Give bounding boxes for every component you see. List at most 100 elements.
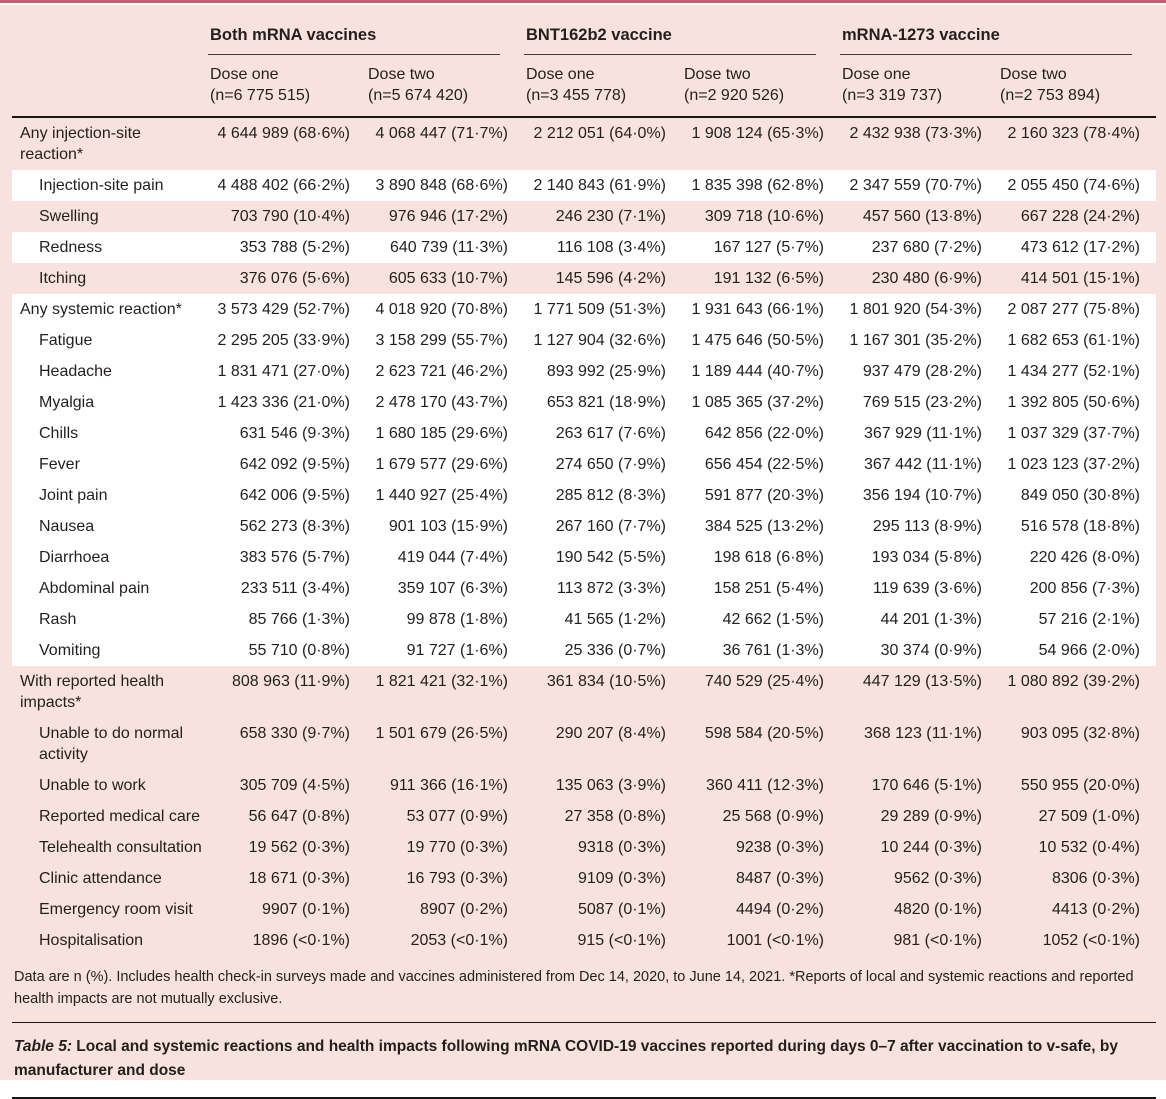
row-value: 4413 (0·2%) bbox=[1051, 901, 1140, 918]
row-value: 3 158 299 (55·7%) bbox=[375, 332, 508, 349]
row-value: 8306 (0·3%) bbox=[1051, 870, 1140, 887]
row-value: 4 644 989 (68·6%) bbox=[217, 125, 350, 142]
row-value: 170 646 (5·1%) bbox=[871, 777, 982, 794]
row-label: Joint pain bbox=[39, 487, 108, 504]
row-value: 135 063 (3·9%) bbox=[555, 777, 666, 794]
column-header-bnt-dose2: Dose two (n=2 920 526) bbox=[682, 55, 840, 116]
row-value: 193 034 (5·8%) bbox=[871, 549, 982, 566]
row-value: 740 529 (25·4%) bbox=[704, 673, 824, 690]
row-value: 703 790 (10·4%) bbox=[230, 208, 350, 225]
row-value: 41 565 (1·2%) bbox=[564, 611, 666, 628]
row-value: 57 216 (2·1%) bbox=[1038, 611, 1140, 628]
row-label: Injection-site pain bbox=[39, 177, 164, 194]
row-value: 1 680 185 (29·6%) bbox=[375, 425, 508, 442]
row-value: 1 908 124 (65·3%) bbox=[691, 125, 824, 142]
row-value: 5087 (0·1%) bbox=[577, 901, 666, 918]
row-value: 16 793 (0·3%) bbox=[406, 870, 508, 887]
table-row: Clinic attendance 18 671 (0·3%) 16 793 (… bbox=[12, 863, 1156, 894]
row-value: 230 480 (6·9%) bbox=[871, 270, 982, 287]
row-value: 1052 (<0·1%) bbox=[1042, 932, 1140, 949]
row-value: 642 006 (9·5%) bbox=[239, 487, 350, 504]
row-value: 1 440 927 (25·4%) bbox=[375, 487, 508, 504]
n-label: (n=3 319 737) bbox=[842, 87, 943, 104]
table-row: Telehealth consultation 19 562 (0·3%) 19… bbox=[12, 832, 1156, 863]
dose-label: Dose two bbox=[1000, 66, 1067, 83]
table-row: Any systemic reaction* 3 573 429 (52·7%)… bbox=[12, 294, 1156, 325]
row-value: 2 212 051 (64·0%) bbox=[533, 125, 666, 142]
table-row: Redness 353 788 (5·2%) 640 739 (11·3%) 1… bbox=[12, 232, 1156, 263]
row-value: 1 771 509 (51·3%) bbox=[533, 301, 666, 318]
row-value: 267 160 (7·7%) bbox=[555, 518, 666, 535]
row-value: 99 878 (1·8%) bbox=[406, 611, 508, 628]
row-label: Reported medical care bbox=[39, 808, 200, 825]
row-value: 4 488 402 (66·2%) bbox=[217, 177, 350, 194]
row-value: 53 077 (0·9%) bbox=[406, 808, 508, 825]
table-row: Myalgia 1 423 336 (21·0%) 2 478 170 (43·… bbox=[12, 387, 1156, 418]
table-row: Swelling 703 790 (10·4%) 976 946 (17·2%)… bbox=[12, 201, 1156, 232]
row-label: Telehealth consultation bbox=[39, 839, 202, 856]
row-value: 27 358 (0·8%) bbox=[564, 808, 666, 825]
row-value: 36 761 (1·3%) bbox=[722, 642, 824, 659]
row-value: 2 295 205 (33·9%) bbox=[217, 332, 350, 349]
row-value: 1 679 577 (29·6%) bbox=[375, 456, 508, 473]
row-value: 19 770 (0·3%) bbox=[406, 839, 508, 856]
dose-header-row: Dose one (n=6 775 515) Dose two (n=5 674… bbox=[12, 55, 1156, 118]
row-value: 447 129 (13·5%) bbox=[862, 673, 982, 690]
row-label: Swelling bbox=[39, 208, 99, 225]
row-value: 1 831 471 (27·0%) bbox=[217, 363, 350, 380]
table-row: Hospitalisation 1896 (<0·1%) 2053 (<0·1%… bbox=[12, 925, 1156, 956]
row-value: 937 479 (28·2%) bbox=[862, 363, 982, 380]
table-row: Vomiting 55 710 (0·8%) 91 727 (1·6%) 25 … bbox=[12, 635, 1156, 666]
caption-text: Local and systemic reactions and health … bbox=[14, 1038, 1118, 1079]
table-row: Rash 85 766 (1·3%) 99 878 (1·8%) 41 565 … bbox=[12, 604, 1156, 635]
row-value: 605 633 (10·7%) bbox=[388, 270, 508, 287]
row-value: 1 821 421 (32·1%) bbox=[375, 673, 508, 690]
group-header-both-mrna: Both mRNA vaccines bbox=[208, 25, 500, 55]
table-row: Fever 642 092 (9·5%) 1 679 577 (29·6%) 2… bbox=[12, 449, 1156, 480]
row-value: 353 788 (5·2%) bbox=[239, 239, 350, 256]
dose-label: Dose two bbox=[368, 66, 435, 83]
table-row: Fatigue 2 295 205 (33·9%) 3 158 299 (55·… bbox=[12, 325, 1156, 356]
table-row: Injection-site pain 4 488 402 (66·2%) 3 … bbox=[12, 170, 1156, 201]
row-value: 237 680 (7·2%) bbox=[871, 239, 982, 256]
row-value: 642 856 (22·0%) bbox=[704, 425, 824, 442]
row-value: 769 515 (23·2%) bbox=[862, 394, 982, 411]
row-value: 190 542 (5·5%) bbox=[555, 549, 666, 566]
row-value: 200 856 (7·3%) bbox=[1029, 580, 1140, 597]
row-value: 1 392 805 (50·6%) bbox=[1007, 394, 1140, 411]
row-value: 1 423 336 (21·0%) bbox=[217, 394, 350, 411]
dose-label: Dose two bbox=[684, 66, 751, 83]
row-value: 3 890 848 (68·6%) bbox=[375, 177, 508, 194]
row-label: Rash bbox=[39, 611, 77, 628]
row-value: 85 766 (1·3%) bbox=[248, 611, 350, 628]
row-value: 361 834 (10·5%) bbox=[546, 673, 666, 690]
row-value: 1 080 892 (39·2%) bbox=[1007, 673, 1140, 690]
row-label: Emergency room visit bbox=[39, 901, 193, 918]
n-label: (n=3 455 778) bbox=[526, 87, 627, 104]
row-label: With reported health impacts* bbox=[20, 673, 165, 711]
column-header-both-dose1: Dose one (n=6 775 515) bbox=[208, 55, 366, 116]
row-value: 384 525 (13·2%) bbox=[704, 518, 824, 535]
row-value: 457 560 (13·8%) bbox=[862, 208, 982, 225]
row-value: 1 127 904 (32·6%) bbox=[533, 332, 666, 349]
row-label: Fatigue bbox=[39, 332, 93, 349]
table-caption: Table 5: Local and systemic reactions an… bbox=[12, 1023, 1156, 1099]
row-value: 2 140 843 (61·9%) bbox=[533, 177, 666, 194]
row-value: 376 076 (5·6%) bbox=[239, 270, 350, 287]
row-value: 901 103 (15·9%) bbox=[388, 518, 508, 535]
row-value: 2 160 323 (78·4%) bbox=[1007, 125, 1140, 142]
row-value: 2 087 277 (75·8%) bbox=[1007, 301, 1140, 318]
row-value: 309 718 (10·6%) bbox=[704, 208, 824, 225]
group-label: BNT162b2 vaccine bbox=[526, 26, 672, 44]
row-value: 263 617 (7·6%) bbox=[555, 425, 666, 442]
row-value: 1 167 301 (35·2%) bbox=[849, 332, 982, 349]
row-value: 25 568 (0·9%) bbox=[722, 808, 824, 825]
table-body: Any injection-site reaction* 4 644 989 (… bbox=[12, 118, 1156, 956]
row-value: 667 228 (24·2%) bbox=[1020, 208, 1140, 225]
row-value: 367 929 (11·1%) bbox=[864, 425, 982, 442]
row-value: 1 475 646 (50·5%) bbox=[691, 332, 824, 349]
row-value: 4820 (0·1%) bbox=[893, 901, 982, 918]
row-value: 305 709 (4·5%) bbox=[239, 777, 350, 794]
row-label: Chills bbox=[39, 425, 79, 442]
